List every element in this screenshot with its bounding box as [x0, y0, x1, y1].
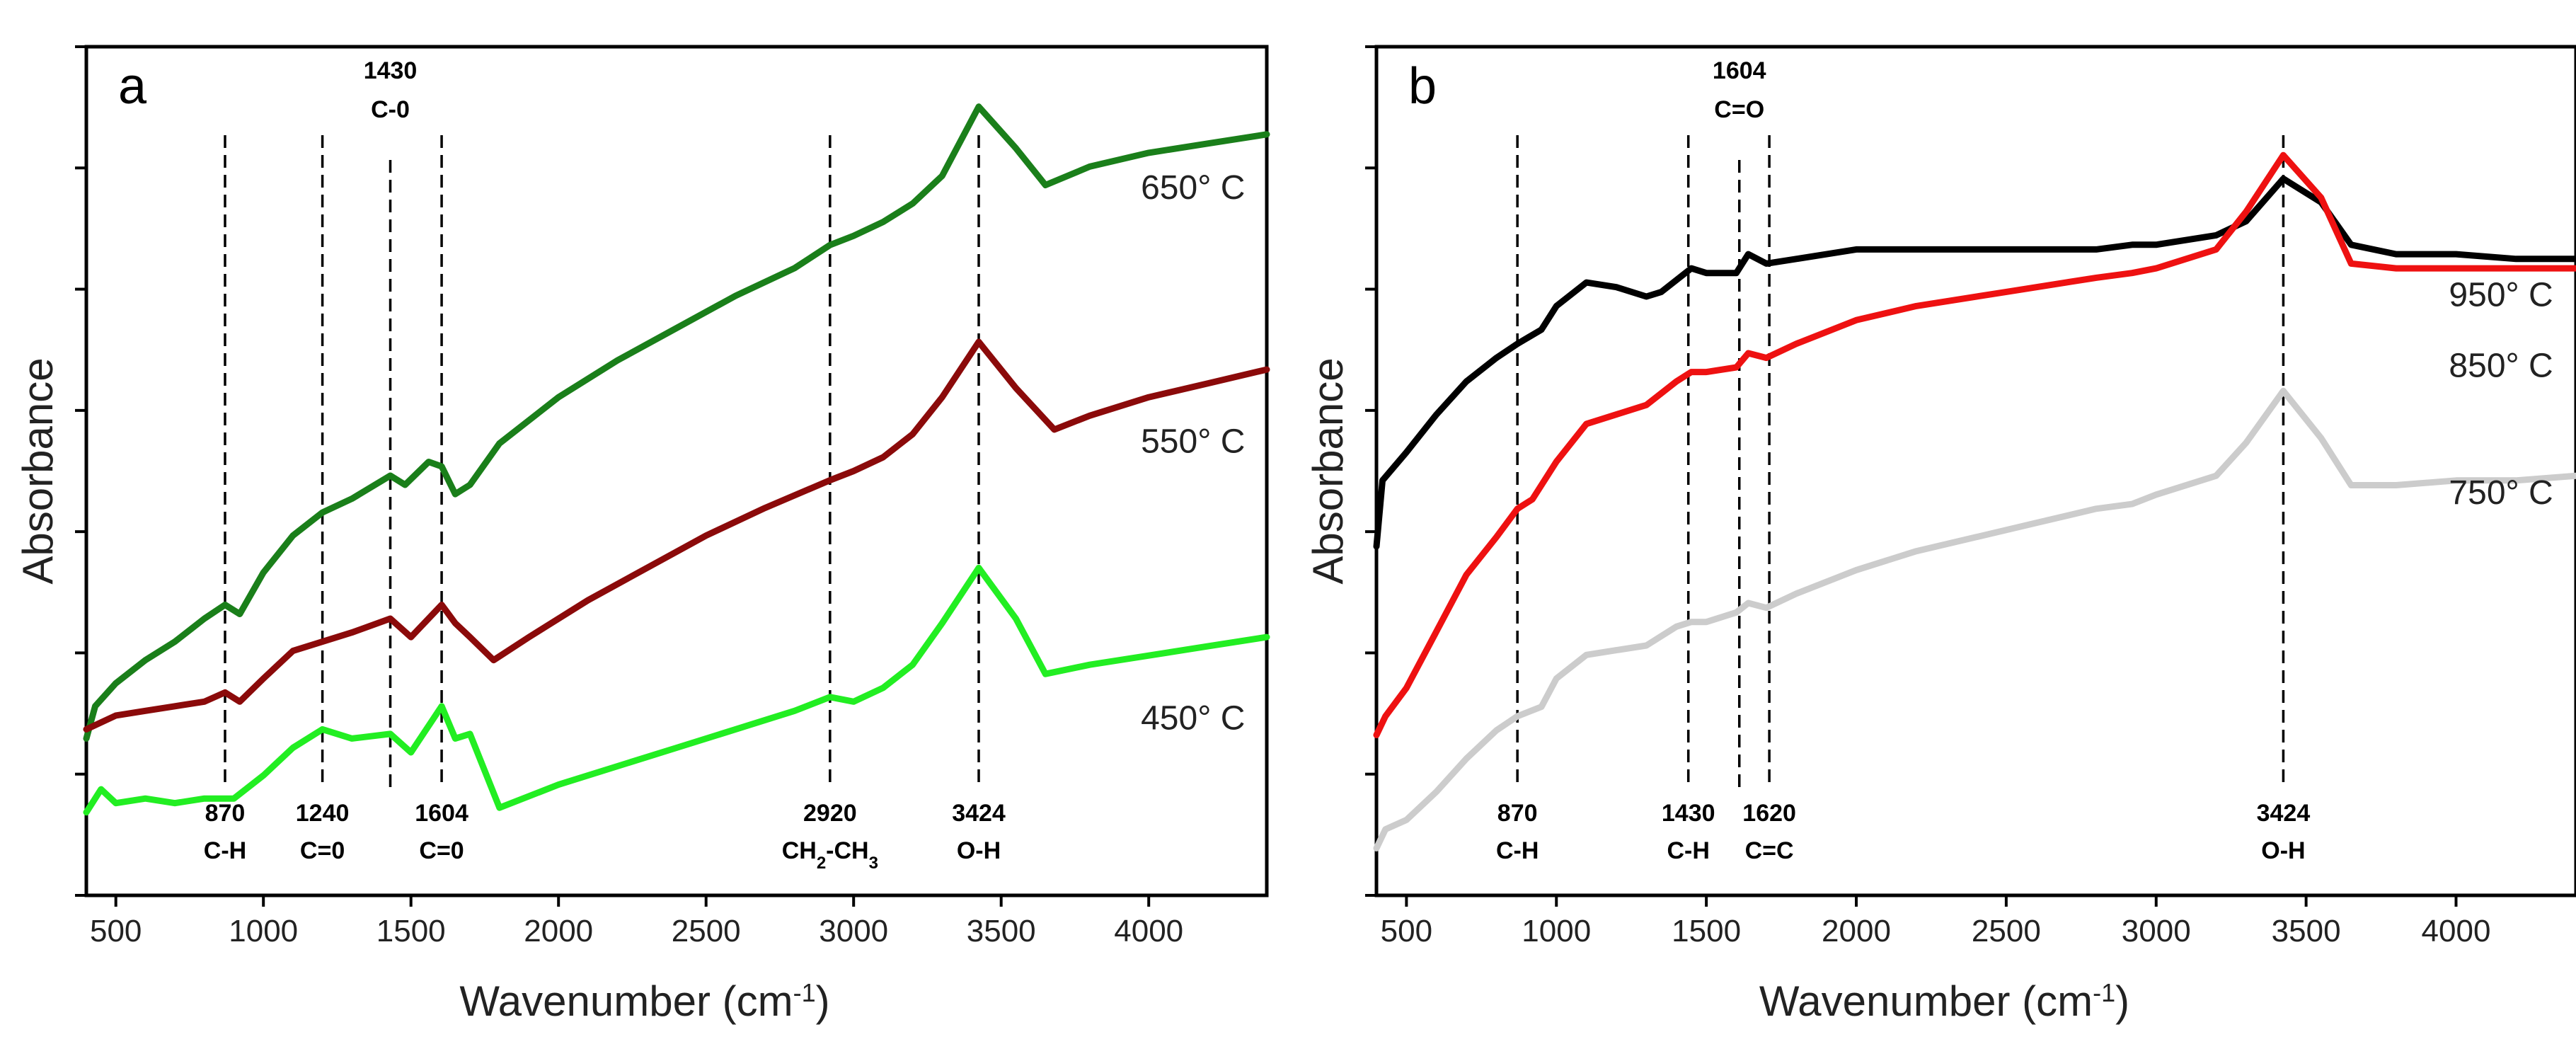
series-line-450	[83, 564, 1270, 816]
band-wavenumber-label: 1620	[1742, 800, 1796, 827]
band-group-label: C=C	[1745, 837, 1794, 864]
band-wavenumber-label: 1604	[1713, 57, 1766, 84]
series-line-550	[83, 338, 1270, 733]
band-group-label: O-H	[957, 837, 1001, 864]
x-tick-label: 3500	[967, 914, 1036, 948]
x-tick-label: 1500	[1672, 914, 1741, 948]
x-tick-label: 4000	[2422, 914, 2491, 948]
band-group-label: C-0	[371, 96, 410, 123]
x-tick-label: 3500	[2272, 914, 2341, 948]
band-group-label: C-H	[1667, 837, 1709, 864]
series-label-750: 750° C	[2449, 474, 2553, 512]
plot-frame	[84, 45, 1269, 897]
panel-a: 500 1000 1500 2000 2500 3000 3500 4000 870 C-H 124…	[14, 45, 1270, 1025]
series-line-850	[1373, 151, 2576, 738]
band-group-label: C-H	[204, 837, 246, 864]
x-tick-label: 4000	[1114, 914, 1183, 948]
x-tick-label: 2500	[1972, 914, 2041, 948]
band-wavenumber-label: 2920	[803, 800, 857, 827]
x-tick-label: 500	[1381, 914, 1432, 948]
band-wavenumber-label: 3424	[2257, 800, 2311, 827]
series-label-450: 450° C	[1141, 699, 1245, 737]
x-tick-label: 2000	[524, 914, 593, 948]
band-group-label: C-H	[1496, 837, 1539, 864]
x-tick-label: 1500	[376, 914, 446, 948]
x-tick-label: 3000	[2122, 914, 2191, 948]
series-label-850: 850° C	[2449, 347, 2553, 384]
x-tick-label: 3000	[819, 914, 888, 948]
series-line-750	[1373, 387, 2576, 851]
band-wavenumber-label: 1240	[296, 800, 350, 827]
x-axis-title: Wavenumber (cm-1)	[459, 977, 829, 1025]
band-wavenumber-label: 3424	[952, 800, 1006, 827]
y-axis-title: Absorbance	[1304, 357, 1352, 584]
x-axis-title: Wavenumber (cm-1)	[1759, 977, 2129, 1025]
panel-b: 500 1000 1500 2000 2500 3000 3500 4000 870 C-H 143…	[1304, 45, 2576, 1025]
plot-frame	[1374, 45, 2576, 897]
series-line-950	[1373, 176, 2576, 550]
x-tick-label: 2500	[672, 914, 741, 948]
series-label-950: 950° C	[2449, 276, 2553, 314]
series-label-650: 650° C	[1141, 169, 1245, 207]
panel-letter: a	[118, 58, 147, 115]
band-wavenumber-label: 1604	[415, 800, 468, 827]
band-wavenumber-label: 870	[1497, 800, 1538, 827]
band-group-label: C=0	[300, 837, 345, 864]
y-axis-title: Absorbance	[14, 357, 62, 584]
x-tick-label: 500	[90, 914, 142, 948]
band-wavenumber-label: 1430	[364, 57, 418, 84]
series-label-550: 550° C	[1141, 423, 1245, 460]
x-tick-label: 1000	[229, 914, 298, 948]
band-group-label: O-H	[2261, 837, 2305, 864]
panel-letter: b	[1408, 58, 1437, 115]
band-group-label: C=O	[1714, 96, 1764, 123]
band-wavenumber-label: 1430	[1662, 800, 1715, 827]
band-wavenumber-label: 870	[205, 800, 246, 827]
x-tick-label: 2000	[1822, 914, 1891, 948]
x-tick-label: 1000	[1522, 914, 1591, 948]
series-line-650	[83, 103, 1270, 742]
band-group-label: C=0	[419, 837, 464, 864]
